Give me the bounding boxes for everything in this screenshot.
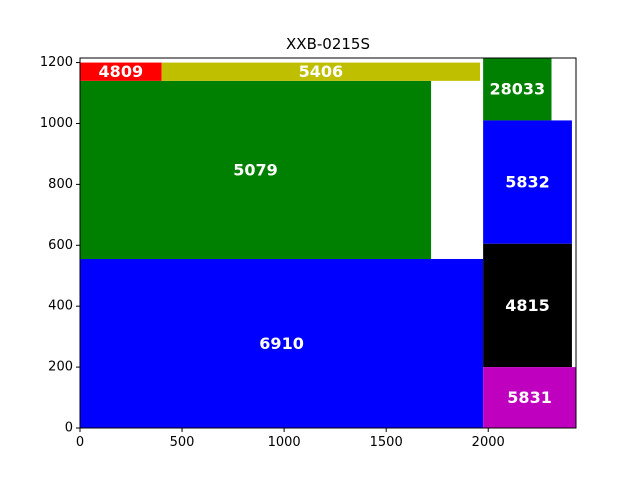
treemap-rect-5406 <box>161 62 481 81</box>
axes: 0 500 1000 1500 2000 0 200 400 600 800 1000 1200 <box>40 55 577 450</box>
treemap-rect-label: 5406 <box>299 62 344 81</box>
treemap-rect-label: 6910 <box>259 334 304 353</box>
x-tick-label: 0 <box>76 435 84 450</box>
treemap-rect-5831 <box>483 367 576 428</box>
treemap-rect-label: 28033 <box>489 80 545 99</box>
treemap-rect-28033 <box>483 58 552 121</box>
treemap-rect-5079 <box>80 80 432 259</box>
treemap-rect-5832 <box>483 120 572 244</box>
y-tick-label: 200 <box>48 360 73 375</box>
treemap-rect-label: 4815 <box>505 296 550 315</box>
rect-layer <box>80 58 576 428</box>
treemap-rect-6910 <box>80 258 484 428</box>
x-tick-label: 1000 <box>268 435 301 450</box>
x-tick-label: 2000 <box>472 435 505 450</box>
rect-label-layer: 6910 5079 4809 5406 28033 5832 4815 5831 <box>99 62 552 407</box>
chart-title: XXB-0215S <box>286 35 370 53</box>
treemap-rect-label: 4809 <box>99 62 144 81</box>
y-tick-label: 0 <box>65 421 73 436</box>
y-tick-label: 1000 <box>40 116 73 131</box>
plot-frame <box>79 57 577 429</box>
y-tick-label: 600 <box>48 238 73 253</box>
treemap-rect-4815 <box>483 243 572 368</box>
y-tick-label: 1200 <box>40 55 73 70</box>
treemap-rect-label: 5832 <box>505 173 550 192</box>
x-tick-label: 500 <box>170 435 195 450</box>
y-tick-label: 800 <box>48 177 73 192</box>
treemap-rect-label: 5079 <box>233 160 278 179</box>
treemap-rect-label: 5831 <box>507 388 552 407</box>
treemap-rect-4809 <box>80 62 162 81</box>
x-tick-label: 1500 <box>370 435 403 450</box>
y-tick-label: 400 <box>48 299 73 314</box>
